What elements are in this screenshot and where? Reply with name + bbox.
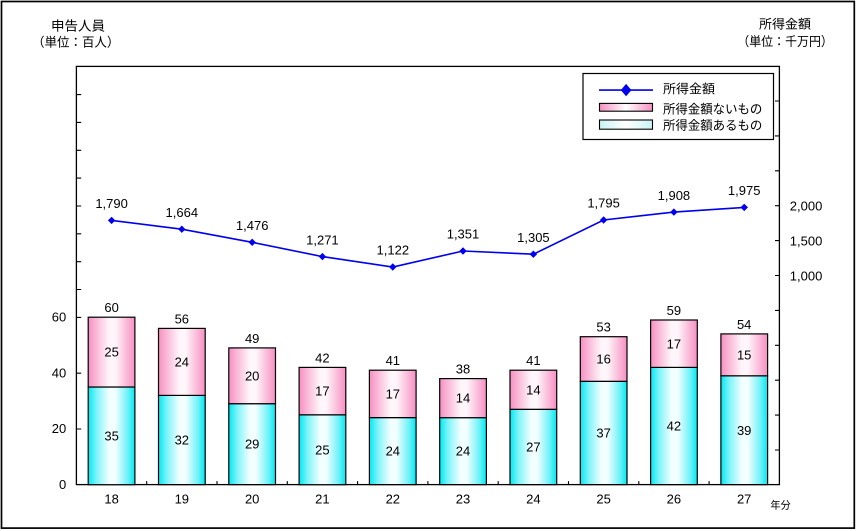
svg-text:49: 49 [245, 331, 259, 346]
svg-text:17: 17 [386, 387, 400, 402]
svg-text:24: 24 [175, 354, 189, 369]
svg-text:19: 19 [175, 491, 189, 506]
svg-text:42: 42 [315, 350, 329, 365]
svg-text:1,795: 1,795 [587, 196, 620, 211]
svg-text:40: 40 [52, 365, 66, 380]
svg-text:20: 20 [52, 421, 66, 436]
svg-text:32: 32 [175, 433, 189, 448]
svg-text:1,305: 1,305 [517, 230, 550, 245]
svg-text:17: 17 [315, 384, 329, 399]
svg-text:26: 26 [667, 491, 681, 506]
svg-text:24: 24 [386, 444, 400, 459]
svg-text:20: 20 [245, 491, 259, 506]
svg-text:14: 14 [526, 382, 540, 397]
svg-text:1,122: 1,122 [377, 243, 410, 258]
svg-text:37: 37 [596, 426, 610, 441]
svg-text:1,664: 1,664 [166, 205, 199, 220]
svg-text:41: 41 [386, 353, 400, 368]
svg-text:54: 54 [737, 317, 751, 332]
svg-text:1,000: 1,000 [790, 269, 823, 284]
svg-text:1,351: 1,351 [447, 227, 480, 242]
svg-text:35: 35 [104, 428, 118, 443]
svg-text:22: 22 [386, 491, 400, 506]
svg-text:1,975: 1,975 [728, 183, 761, 198]
svg-text:25: 25 [596, 491, 610, 506]
svg-text:17: 17 [667, 336, 681, 351]
svg-text:16: 16 [596, 352, 610, 367]
svg-text:29: 29 [245, 437, 259, 452]
svg-text:59: 59 [667, 303, 681, 318]
svg-text:27: 27 [737, 491, 751, 506]
svg-text:25: 25 [104, 345, 118, 360]
svg-text:21: 21 [315, 491, 329, 506]
svg-text:2,000: 2,000 [790, 199, 823, 214]
svg-text:14: 14 [456, 391, 470, 406]
svg-text:15: 15 [737, 348, 751, 363]
svg-text:25: 25 [315, 442, 329, 457]
svg-text:23: 23 [456, 491, 470, 506]
svg-text:42: 42 [667, 419, 681, 434]
svg-text:60: 60 [52, 310, 66, 325]
svg-text:20: 20 [245, 368, 259, 383]
svg-text:1,476: 1,476 [236, 218, 269, 233]
svg-text:1,908: 1,908 [658, 188, 691, 203]
svg-text:39: 39 [737, 423, 751, 438]
svg-text:53: 53 [596, 320, 610, 335]
svg-text:41: 41 [526, 353, 540, 368]
svg-text:0: 0 [59, 477, 66, 492]
svg-text:24: 24 [456, 444, 470, 459]
svg-text:1,790: 1,790 [95, 196, 128, 211]
svg-text:56: 56 [175, 311, 189, 326]
svg-text:27: 27 [526, 440, 540, 455]
svg-text:24: 24 [526, 491, 540, 506]
svg-text:18: 18 [104, 491, 118, 506]
svg-text:1,271: 1,271 [306, 232, 339, 247]
svg-text:1,500: 1,500 [790, 234, 823, 249]
svg-text:38: 38 [456, 362, 470, 377]
svg-text:60: 60 [104, 300, 118, 315]
